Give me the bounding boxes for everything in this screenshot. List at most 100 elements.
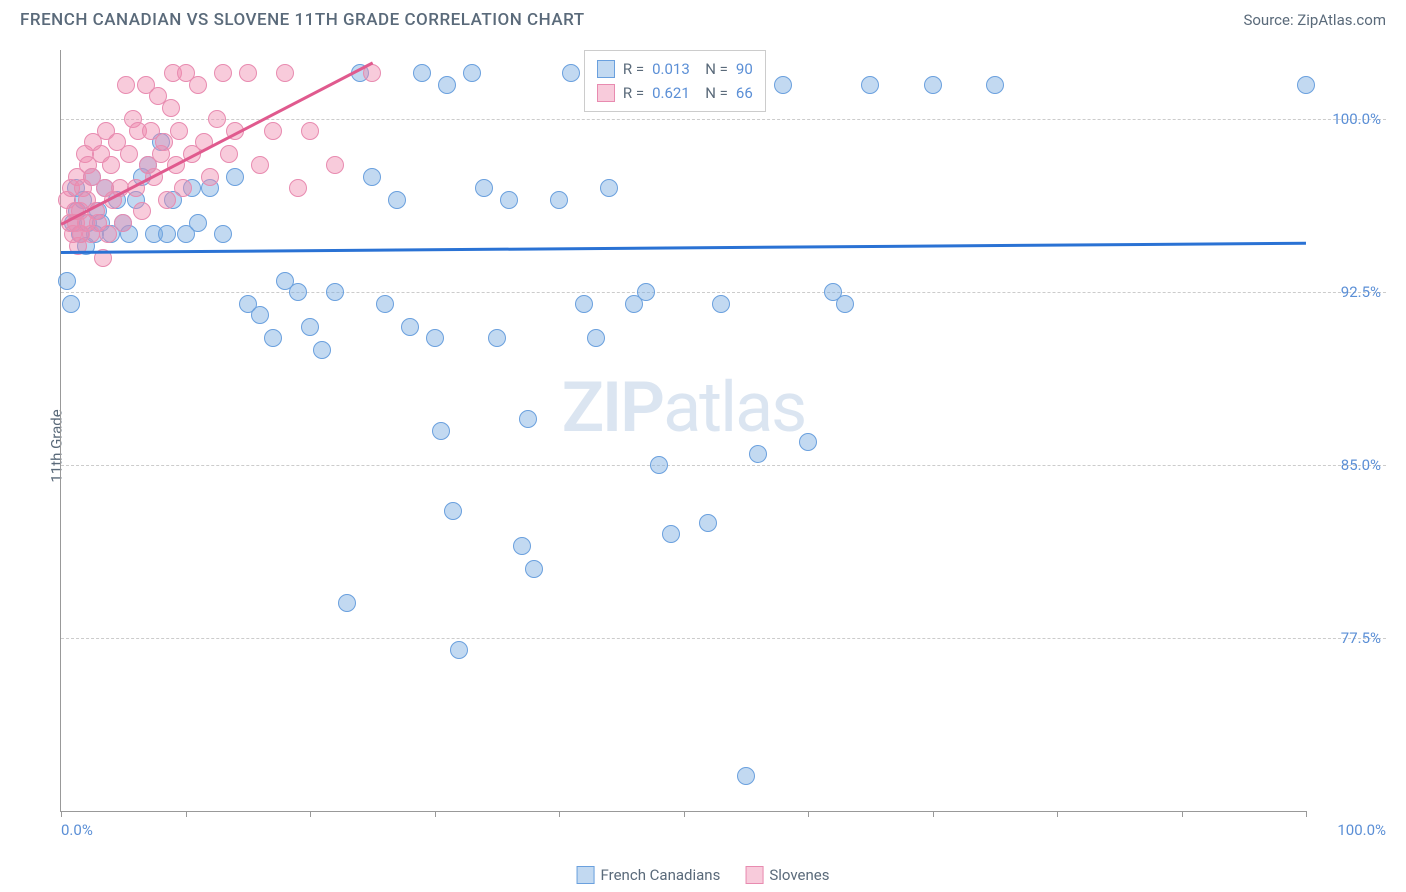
data-point <box>587 329 605 347</box>
correlation-legend: R = 0.013 N = 90R = 0.621 N = 66 <box>584 50 766 112</box>
data-point <box>208 110 226 128</box>
gridline <box>61 465 1386 466</box>
data-point <box>861 76 879 94</box>
data-point <box>189 214 207 232</box>
x-tick <box>435 811 436 817</box>
data-point <box>413 64 431 82</box>
data-point <box>133 202 151 220</box>
data-point <box>562 64 580 82</box>
data-point <box>264 122 282 140</box>
r-label: R = <box>623 81 644 105</box>
plot-area: ZIPatlas R = 0.013 N = 90R = 0.621 N = 6… <box>60 50 1306 812</box>
data-point <box>114 214 132 232</box>
data-point <box>120 145 138 163</box>
watermark-light: atlas <box>663 367 805 449</box>
watermark-bold: ZIP <box>562 367 663 449</box>
data-point <box>712 295 730 313</box>
data-point <box>513 537 531 555</box>
data-point <box>102 156 120 174</box>
data-point <box>201 168 219 186</box>
data-point <box>289 283 307 301</box>
data-point <box>799 433 817 451</box>
x-tick <box>933 811 934 817</box>
r-value: 0.621 <box>652 81 690 105</box>
r-label: R = <box>623 57 644 81</box>
x-tick <box>1057 811 1058 817</box>
legend-swatch <box>745 866 763 884</box>
legend-series-item: Slovenes <box>745 866 829 884</box>
y-tick-label: 100.0% <box>1332 110 1381 128</box>
x-max-label: 100.0% <box>1337 821 1386 839</box>
data-point <box>438 76 456 94</box>
data-point <box>170 122 188 140</box>
data-point <box>276 64 294 82</box>
series-legend: French Canadians Slovenes <box>577 866 830 884</box>
data-point <box>401 318 419 336</box>
n-label: N = <box>698 57 728 81</box>
x-tick <box>559 811 560 817</box>
data-point <box>301 122 319 140</box>
n-value: 90 <box>736 57 753 81</box>
data-point <box>637 283 655 301</box>
data-point <box>924 76 942 94</box>
legend-stat-row: R = 0.013 N = 90 <box>597 57 753 81</box>
data-point <box>986 76 1004 94</box>
r-value: 0.013 <box>652 57 690 81</box>
watermark: ZIPatlas <box>562 367 806 449</box>
data-point <box>1297 76 1315 94</box>
x-tick <box>684 811 685 817</box>
data-point <box>500 191 518 209</box>
data-point <box>62 295 80 313</box>
data-point <box>650 456 668 474</box>
data-point <box>388 191 406 209</box>
chart-container: 11th Grade ZIPatlas R = 0.013 N = 90R = … <box>60 50 1386 842</box>
data-point <box>326 283 344 301</box>
data-point <box>158 191 176 209</box>
data-point <box>488 329 506 347</box>
x-tick <box>186 811 187 817</box>
data-point <box>251 306 269 324</box>
data-point <box>214 225 232 243</box>
n-label: N = <box>698 81 728 105</box>
data-point <box>376 295 394 313</box>
data-point <box>174 179 192 197</box>
data-point <box>550 191 568 209</box>
data-point <box>363 168 381 186</box>
data-point <box>444 502 462 520</box>
n-value: 66 <box>736 81 753 105</box>
legend-stat-row: R = 0.621 N = 66 <box>597 81 753 105</box>
data-point <box>326 156 344 174</box>
gridline <box>61 638 1386 639</box>
data-point <box>737 767 755 785</box>
data-point <box>450 641 468 659</box>
data-point <box>463 64 481 82</box>
legend-swatch <box>577 866 595 884</box>
data-point <box>662 525 680 543</box>
x-tick <box>1306 811 1307 817</box>
data-point <box>158 225 176 243</box>
chart-title: FRENCH CANADIAN VS SLOVENE 11TH GRADE CO… <box>20 10 585 30</box>
data-point <box>117 76 135 94</box>
gridline <box>61 292 1386 293</box>
data-point <box>99 225 117 243</box>
data-point <box>220 145 238 163</box>
data-point <box>699 514 717 532</box>
x-min-label: 0.0% <box>61 821 93 839</box>
data-point <box>475 179 493 197</box>
data-point <box>58 272 76 290</box>
data-point <box>189 76 207 94</box>
data-point <box>525 560 543 578</box>
legend-series-label: French Canadians <box>601 866 721 884</box>
data-point <box>749 445 767 463</box>
y-tick-label: 85.0% <box>1341 456 1381 474</box>
x-tick <box>61 811 62 817</box>
y-tick-label: 92.5% <box>1341 283 1381 301</box>
legend-swatch <box>597 60 615 78</box>
data-point <box>432 422 450 440</box>
legend-series-item: French Canadians <box>577 866 721 884</box>
data-point <box>264 329 282 347</box>
data-point <box>313 341 331 359</box>
x-tick <box>1182 811 1183 817</box>
trend-line <box>61 241 1306 253</box>
data-point <box>251 156 269 174</box>
